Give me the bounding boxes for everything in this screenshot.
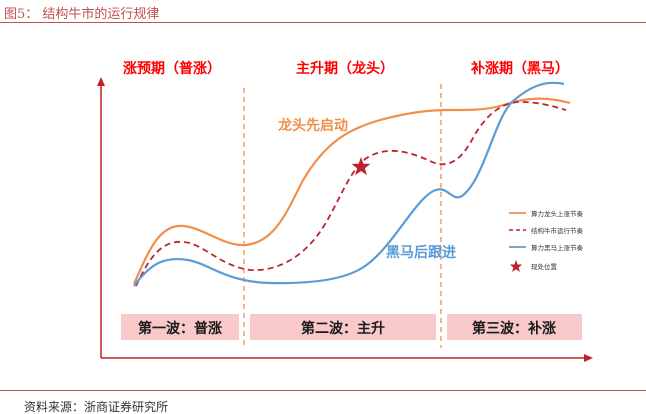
darkhorse-rhythm-curve: [133, 81, 565, 287]
source-rule: [0, 390, 646, 391]
figure-title: 图5： 结构牛市的运行规律: [4, 7, 160, 22]
leader-rhythm-curve: [132, 97, 571, 285]
legend-label-position: 现处位置: [531, 262, 558, 271]
wave-label-3: 第三波：补涨: [472, 320, 556, 337]
wave-box-1: [121, 314, 239, 340]
axes: [97, 77, 593, 362]
darkhorse-annotation: 黑马后跟进: [386, 244, 456, 261]
phase-header-2: 主升期（龙头）: [296, 60, 394, 77]
wave-label-2: 第二波：主升: [301, 320, 385, 337]
leader-annotation: 龙头先启动: [277, 117, 348, 134]
x-axis-arrow: [584, 354, 593, 362]
wave-box-2: [250, 314, 436, 340]
legend-label-darkhorse: 算力黑马上涨节奏: [531, 243, 584, 252]
legend-label-structured: 结构牛市运行节奏: [531, 226, 584, 235]
current-position-star-icon: [351, 157, 371, 176]
phase-header-3: 补涨期（黑马）: [470, 60, 569, 77]
phase-header-1: 涨预期（普涨）: [123, 60, 221, 77]
legend-label-leader: 算力龙头上涨节奏: [531, 209, 584, 218]
title-rule: [0, 22, 646, 23]
legend: 算力龙头上涨节奏 结构牛市运行节奏 算力黑马上涨节奏 现处位置: [509, 209, 584, 272]
y-axis-arrow: [97, 77, 105, 86]
wave-label-1: 第一波：普涨: [138, 320, 222, 337]
structured-market-rhythm-curve: [135, 101, 567, 287]
figure-source: 资料来源：浙商证券研究所: [24, 400, 169, 414]
legend-star-icon: [509, 260, 523, 272]
wave-box-3: [447, 314, 582, 340]
